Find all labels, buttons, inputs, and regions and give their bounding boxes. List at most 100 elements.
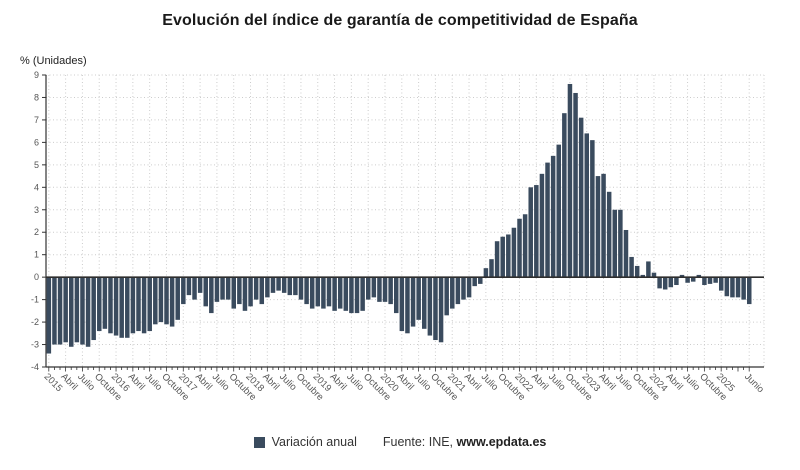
bar[interactable] bbox=[433, 277, 438, 341]
bar[interactable] bbox=[713, 277, 718, 283]
bar[interactable] bbox=[270, 277, 276, 293]
bar[interactable] bbox=[388, 277, 393, 305]
bar[interactable] bbox=[696, 274, 702, 278]
bar[interactable] bbox=[169, 277, 175, 327]
bar[interactable] bbox=[410, 277, 416, 327]
bar[interactable] bbox=[321, 277, 326, 309]
bar[interactable] bbox=[74, 277, 80, 343]
bar[interactable] bbox=[601, 173, 606, 278]
bar[interactable] bbox=[125, 277, 130, 338]
bar[interactable] bbox=[718, 277, 724, 291]
bar[interactable] bbox=[618, 209, 623, 278]
bar[interactable] bbox=[595, 176, 601, 278]
bar[interactable] bbox=[584, 133, 590, 278]
bar[interactable] bbox=[209, 277, 214, 314]
bar[interactable] bbox=[534, 185, 539, 278]
bar[interactable] bbox=[668, 277, 674, 288]
bar[interactable] bbox=[97, 277, 102, 332]
bar[interactable] bbox=[281, 277, 287, 293]
bar[interactable] bbox=[220, 277, 225, 300]
bar[interactable] bbox=[136, 277, 141, 332]
bar[interactable] bbox=[478, 277, 483, 284]
bar[interactable] bbox=[394, 277, 399, 314]
bar[interactable] bbox=[158, 277, 164, 323]
bar[interactable] bbox=[186, 277, 192, 296]
bar[interactable] bbox=[237, 277, 242, 305]
bar[interactable] bbox=[382, 277, 388, 302]
bar[interactable] bbox=[735, 277, 741, 298]
bar[interactable] bbox=[57, 277, 63, 345]
bar[interactable] bbox=[651, 272, 657, 278]
bar[interactable] bbox=[674, 277, 679, 286]
bar[interactable] bbox=[315, 277, 321, 307]
bar[interactable] bbox=[416, 277, 421, 320]
bar[interactable] bbox=[450, 277, 455, 309]
bar[interactable] bbox=[181, 277, 186, 305]
bar[interactable] bbox=[276, 277, 281, 291]
bar[interactable] bbox=[113, 277, 119, 336]
bar[interactable] bbox=[634, 265, 640, 278]
bar[interactable] bbox=[427, 277, 433, 336]
bar[interactable] bbox=[578, 117, 584, 278]
bar[interactable] bbox=[741, 277, 746, 300]
bar[interactable] bbox=[573, 92, 578, 278]
source-link[interactable]: www.epdata.es bbox=[456, 435, 547, 449]
bar[interactable] bbox=[108, 277, 113, 334]
bar[interactable] bbox=[455, 277, 461, 305]
bar[interactable] bbox=[444, 277, 449, 316]
bar[interactable] bbox=[203, 277, 208, 307]
bar[interactable] bbox=[52, 277, 57, 345]
bar[interactable] bbox=[685, 277, 690, 283]
bar[interactable] bbox=[405, 277, 410, 334]
bar[interactable] bbox=[231, 277, 237, 309]
bar[interactable] bbox=[550, 155, 556, 278]
bar[interactable] bbox=[517, 218, 522, 278]
bar[interactable] bbox=[612, 209, 618, 278]
bar[interactable] bbox=[377, 277, 382, 302]
bar[interactable] bbox=[702, 277, 707, 286]
bar[interactable] bbox=[304, 277, 309, 305]
bar[interactable] bbox=[562, 113, 567, 278]
bar[interactable] bbox=[298, 277, 304, 300]
bar[interactable] bbox=[80, 277, 85, 345]
bar[interactable] bbox=[293, 277, 298, 296]
bar[interactable] bbox=[707, 277, 713, 284]
bar[interactable] bbox=[640, 274, 646, 278]
bar[interactable] bbox=[472, 277, 477, 287]
bar[interactable] bbox=[164, 277, 169, 325]
bar[interactable] bbox=[539, 173, 545, 278]
bar[interactable] bbox=[337, 277, 343, 309]
bar[interactable] bbox=[130, 277, 136, 334]
bar[interactable] bbox=[747, 277, 752, 305]
bar[interactable] bbox=[500, 236, 505, 278]
bar[interactable] bbox=[489, 259, 494, 278]
bar[interactable] bbox=[522, 214, 528, 278]
bar[interactable] bbox=[253, 277, 259, 300]
bar[interactable] bbox=[646, 261, 651, 278]
bar[interactable] bbox=[192, 277, 197, 300]
bar[interactable] bbox=[225, 277, 231, 300]
bar[interactable] bbox=[724, 277, 730, 297]
bar[interactable] bbox=[438, 277, 444, 343]
bar[interactable] bbox=[690, 277, 696, 282]
bar[interactable] bbox=[69, 277, 74, 347]
bar[interactable] bbox=[662, 277, 668, 290]
bar[interactable] bbox=[606, 191, 612, 278]
bar[interactable] bbox=[259, 277, 265, 305]
bar[interactable] bbox=[85, 277, 91, 347]
bar[interactable] bbox=[153, 277, 158, 325]
bar[interactable] bbox=[422, 277, 427, 329]
bar[interactable] bbox=[567, 83, 573, 278]
bar[interactable] bbox=[730, 277, 735, 298]
bar[interactable] bbox=[197, 277, 203, 293]
bar[interactable] bbox=[399, 277, 405, 332]
bar[interactable] bbox=[147, 277, 152, 332]
bar[interactable] bbox=[371, 277, 377, 298]
bar[interactable] bbox=[545, 162, 550, 278]
bar[interactable] bbox=[466, 277, 472, 298]
bar[interactable] bbox=[242, 277, 248, 311]
bar[interactable] bbox=[629, 256, 634, 278]
bar[interactable] bbox=[679, 274, 685, 278]
bar[interactable] bbox=[354, 277, 360, 314]
bar[interactable] bbox=[119, 277, 124, 338]
